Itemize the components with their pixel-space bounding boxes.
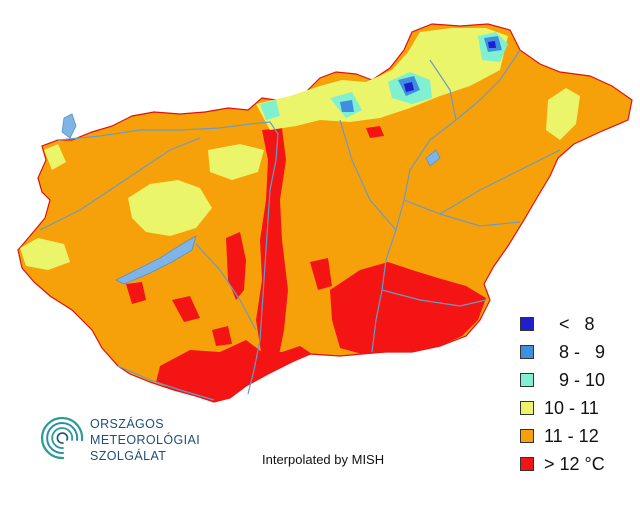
hot-zone-west-patch bbox=[226, 232, 246, 300]
legend-item: < 8 bbox=[520, 310, 635, 338]
river-sajo bbox=[429, 59, 457, 121]
river-maros bbox=[381, 289, 487, 307]
cool-zone-west-edge bbox=[20, 238, 70, 270]
logo-line-2: METEOROLÓGIAI bbox=[90, 433, 201, 447]
hot-zone-danube-strip bbox=[256, 128, 288, 360]
legend-label: 11 - 12 bbox=[544, 425, 599, 446]
legend-swatch bbox=[520, 429, 534, 443]
river-tisza bbox=[371, 49, 521, 353]
logo-line-1: ORSZÁGOS bbox=[90, 417, 165, 431]
hot-zone-mid-patch bbox=[310, 258, 332, 290]
legend-label: 9 - 10 bbox=[544, 369, 606, 390]
hot-zone-balaton-south bbox=[126, 282, 146, 304]
cool-zone-northwest-hills bbox=[128, 180, 212, 236]
legend-swatch bbox=[520, 373, 534, 387]
interpolation-credit: Interpolated by MISH bbox=[262, 452, 385, 467]
legend-label: 10 - 11 bbox=[544, 397, 599, 418]
lake-ferto bbox=[61, 113, 77, 139]
river-drava bbox=[117, 365, 215, 401]
legend-label: 8 - 9 bbox=[544, 341, 606, 362]
river-koros bbox=[403, 199, 521, 227]
lake-tisza bbox=[425, 149, 441, 167]
legend-swatch bbox=[520, 401, 534, 415]
cool-zone-northwest-corner bbox=[44, 144, 66, 170]
legend-item: 9 - 10 bbox=[520, 366, 635, 394]
hot-zone-south bbox=[330, 262, 486, 354]
cool-zone-bakony bbox=[208, 144, 264, 180]
cool-zone-north-range bbox=[256, 28, 508, 130]
legend-item: 8 - 9 bbox=[520, 338, 635, 366]
river-danube bbox=[57, 121, 279, 395]
hot-zone-small-2 bbox=[212, 326, 232, 346]
omsz-logo-icon bbox=[41, 416, 84, 460]
omsz-logo-text: ORSZÁGOS METEOROLÓGIAI SZOLGÁLAT bbox=[90, 416, 200, 464]
legend: < 8 8 - 9 9 - 10 10 - 11 11 - 12 > 12 °C bbox=[520, 310, 635, 478]
hot-zone-small-1 bbox=[172, 296, 200, 322]
legend-item: 10 - 11 bbox=[520, 394, 635, 422]
legend-swatch bbox=[520, 317, 534, 331]
river-berettyo bbox=[439, 149, 561, 215]
legend-item: 11 - 12 bbox=[520, 422, 635, 450]
omsz-logo: ORSZÁGOS METEOROLÓGIAI SZOLGÁLAT bbox=[38, 410, 258, 470]
coldest-zone-1 bbox=[404, 82, 414, 92]
cold-zone-bukk-peak bbox=[340, 100, 354, 112]
river-sio bbox=[195, 243, 257, 331]
legend-item: > 12 °C bbox=[520, 450, 635, 478]
legend-swatch bbox=[520, 457, 534, 471]
legend-swatch bbox=[520, 345, 534, 359]
legend-label: > 12 °C bbox=[544, 453, 605, 474]
legend-label: < 8 bbox=[544, 313, 595, 334]
lake-balaton bbox=[115, 235, 197, 285]
colder-zone-border bbox=[260, 100, 280, 120]
hot-zone-north-patch bbox=[366, 126, 384, 138]
rivers bbox=[39, 49, 561, 401]
river-zagyva bbox=[339, 119, 397, 231]
river-raba bbox=[39, 137, 201, 231]
logo-line-3: SZOLGÁLAT bbox=[90, 449, 167, 463]
cool-zone-nyirseg bbox=[546, 88, 580, 140]
coldest-zone-2 bbox=[488, 41, 496, 48]
